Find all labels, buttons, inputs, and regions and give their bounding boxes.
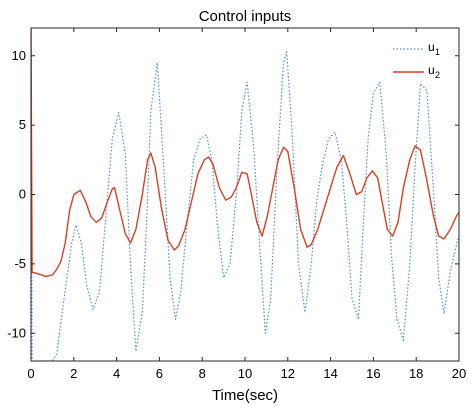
x-tick-label: 8 [199,366,206,381]
x-tick-label: 12 [281,366,295,381]
series-line-u2 [31,28,459,278]
legend-label-u1: u [428,40,435,54]
x-tick-label: 0 [27,366,34,381]
x-tick-label: 10 [238,366,252,381]
legend-label-subscript: 1 [435,47,440,57]
x-tick-label: 2 [70,366,77,381]
y-tick-label: 5 [19,117,26,132]
y-tick-label: 0 [19,187,26,202]
x-tick-label: 14 [323,366,337,381]
x-tick-label: 18 [409,366,423,381]
legend-label-subscript: 2 [435,70,440,80]
legend: u 1u 2 [393,40,440,80]
x-axis-label: Time(sec) [212,387,278,404]
y-tick-label: -5 [14,256,26,271]
chart-title: Control inputs [199,8,292,25]
legend-label-u2: u [428,63,435,77]
x-tick-label: 6 [156,366,163,381]
x-tick-label: 20 [452,366,466,381]
x-tick-label: 16 [366,366,380,381]
y-tick-label: 10 [12,48,26,63]
y-tick-label: -10 [7,325,26,340]
x-tick-label: 4 [113,366,120,381]
